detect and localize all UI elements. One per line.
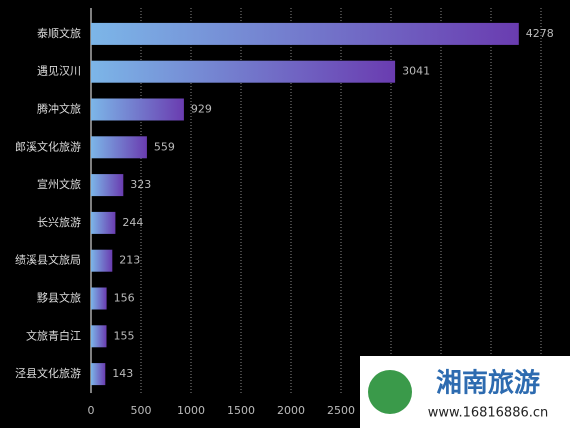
- value-label: 3041: [402, 65, 430, 78]
- y-tick-label: 郎溪文化旅游: [15, 139, 81, 153]
- y-tick-label: 泰顺文旅: [37, 26, 81, 40]
- y-tick-label: 绩溪县文旅局: [15, 253, 81, 267]
- x-tick-label: 2000: [277, 404, 305, 417]
- value-label: 559: [154, 140, 175, 153]
- bar: [91, 98, 184, 121]
- bar: [91, 60, 396, 83]
- y-tick-label: 长兴旅游: [37, 215, 81, 229]
- x-tick-label: 2500: [327, 404, 355, 417]
- bar: [91, 174, 124, 197]
- y-tick-label: 黟县文旅: [37, 291, 81, 305]
- value-label: 143: [112, 367, 133, 380]
- watermark-logo: [368, 370, 412, 414]
- bar: [91, 22, 519, 45]
- y-tick-label: 宣州文旅: [37, 177, 81, 191]
- bar: [91, 325, 107, 348]
- x-tick-label: 500: [131, 404, 152, 417]
- value-label: 929: [191, 103, 212, 116]
- value-label: 244: [122, 216, 143, 229]
- y-tick-label: 遇见汉川: [37, 65, 81, 78]
- bar: [91, 211, 116, 234]
- x-tick-label: 0: [88, 404, 95, 417]
- bar: [91, 249, 113, 272]
- value-label: 323: [130, 178, 151, 191]
- y-tick-label: 腾冲文旅: [37, 102, 81, 116]
- value-label: 4278: [526, 27, 554, 40]
- x-tick-label: 1000: [177, 404, 205, 417]
- y-tick-label: 泾县文化旅游: [15, 366, 81, 380]
- value-label: 156: [114, 292, 135, 305]
- bar: [91, 287, 107, 310]
- value-label: 155: [114, 329, 135, 342]
- value-label: 213: [119, 254, 140, 267]
- watermark-title: 湘南旅游: [436, 369, 540, 399]
- bar: [91, 363, 106, 386]
- x-tick-label: 1500: [227, 404, 255, 417]
- watermark-url: www.16816886.cn: [428, 406, 549, 421]
- bar: [91, 136, 147, 159]
- y-tick-label: 文旅青白江: [26, 328, 81, 342]
